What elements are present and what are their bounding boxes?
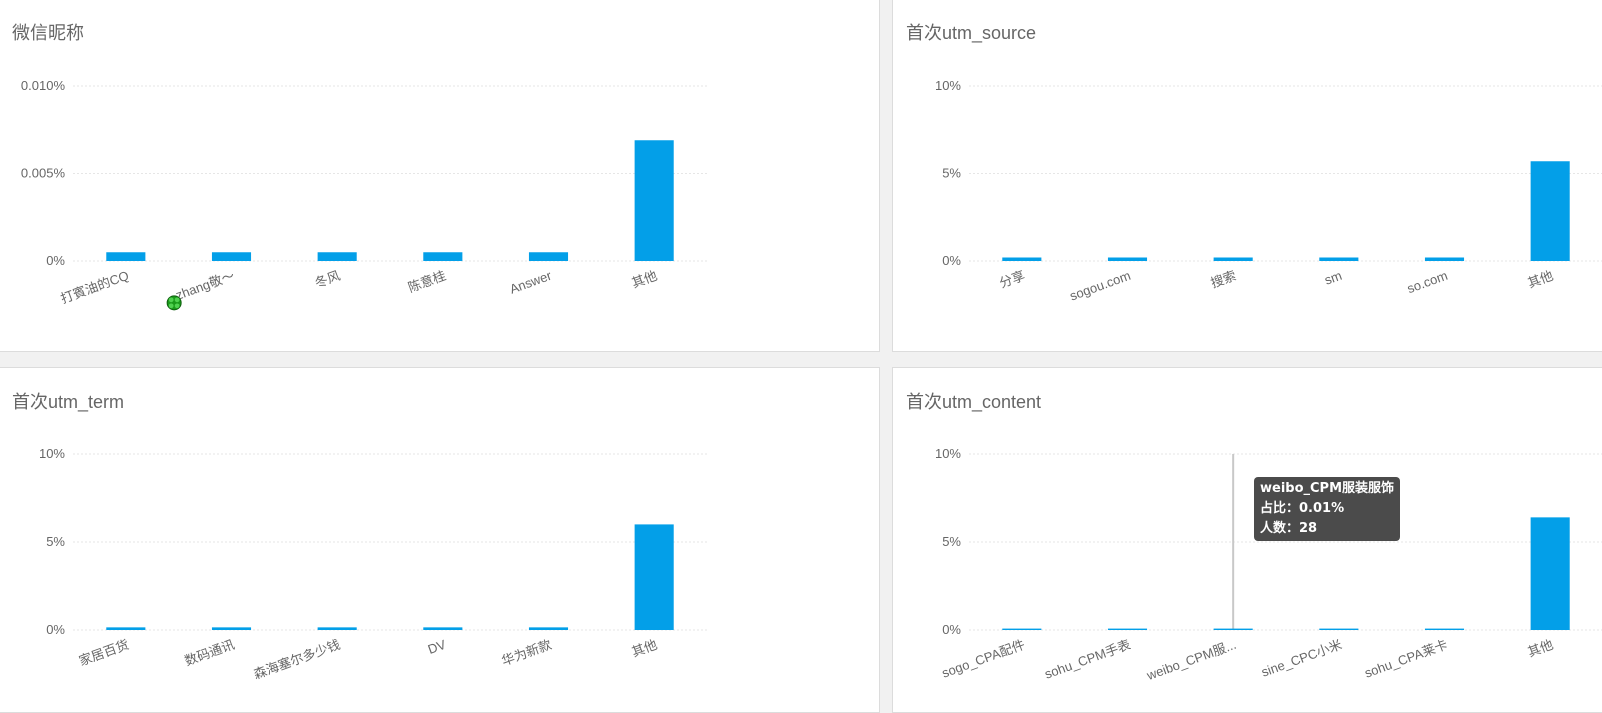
x-tick-label: 冬风 [313, 268, 343, 291]
x-tick-label: so.com [1405, 268, 1450, 296]
bar[interactable] [1530, 161, 1570, 261]
bar[interactable] [106, 252, 146, 261]
bar[interactable] [1213, 257, 1253, 262]
y-tick-label: 0% [942, 622, 961, 637]
bar[interactable] [423, 627, 463, 630]
x-tick-label: 其他 [630, 637, 660, 660]
bar[interactable] [1002, 257, 1042, 262]
bar[interactable] [211, 627, 252, 630]
chart-panel-utm-term: 首次utm_term 0% 5% 10% 家居百货 数码通讯 森海塞尔多少钱 DV 华为新款 其… [0, 367, 880, 713]
x-tick-label: weibo_CPM服... [1144, 637, 1238, 684]
bar-chart: 0% 0.005% 0.010% 打賓油的CQ zhang敬～ 冬风 陈意桂 Answer 其他 [21, 78, 707, 311]
x-tick-label: 华为新款 [500, 637, 554, 669]
x-tick-label: sogo_CPA配件 [940, 637, 1027, 681]
tooltip-share-label: 占比： [1260, 501, 1300, 516]
tooltip-count-value: 28 [1299, 521, 1318, 536]
bar-chart: 0% 5% 10% sogo_CPA配件 sohu_CPM手表 weibo_CPM服...… [935, 446, 1602, 684]
x-tick-label: 森海塞尔多少钱 [252, 637, 343, 682]
bar[interactable] [1424, 628, 1465, 630]
y-tick-label: 10% [935, 446, 961, 461]
y-tick-label: 5% [942, 534, 961, 549]
x-tick-label: 分享 [997, 268, 1027, 291]
y-tick-label: 0.005% [21, 166, 66, 181]
bar[interactable] [1424, 257, 1465, 262]
bar[interactable] [1319, 257, 1359, 262]
y-tick-label: 10% [935, 78, 961, 93]
x-tick-label: 搜索 [1209, 268, 1239, 291]
bar[interactable] [317, 627, 357, 630]
y-tick-label: 10% [39, 446, 65, 461]
bar[interactable] [423, 252, 463, 261]
bar[interactable] [528, 627, 569, 630]
x-tick-label: sm [1322, 268, 1343, 288]
x-tick-label: DV [426, 637, 448, 657]
x-tick-label: sine_CPC小米 [1259, 637, 1344, 680]
bar[interactable] [634, 140, 674, 261]
bar[interactable] [1319, 628, 1359, 630]
bar[interactable] [211, 252, 252, 261]
bar[interactable] [1107, 628, 1148, 630]
bar[interactable] [528, 252, 569, 261]
chart-panel-wechat-nickname: 微信昵称 0% 0.005% 0.010% 打賓油的CQ zhang敬～ 冬风 陈意桂 Ans… [0, 0, 880, 352]
bar[interactable] [106, 627, 146, 630]
x-tick-label: 其他 [1526, 637, 1556, 660]
x-tick-label: sohu_CPM手表 [1043, 637, 1133, 682]
bar-chart: 0% 5% 10% 分享 sogou.com 搜索 sm so.com 其他 [935, 78, 1602, 304]
y-tick-label: 5% [942, 166, 961, 181]
chart-title: 首次utm_content [906, 392, 1042, 412]
tooltip-share-value: 0.01% [1299, 501, 1345, 516]
chart-title: 首次utm_term [12, 392, 125, 412]
x-tick-label: 家居百货 [77, 637, 131, 669]
chart-title: 微信昵称 [12, 23, 84, 43]
chart-panel-utm-source: 首次utm_source 0% 5% 10% 分享 sogou.com 搜索 sm so.co… [892, 0, 1602, 352]
bar[interactable] [1002, 628, 1042, 630]
y-tick-label: 0% [942, 253, 961, 268]
x-tick-label: Answer [508, 267, 554, 296]
x-tick-label: 其他 [1526, 268, 1556, 291]
bar[interactable] [317, 252, 357, 261]
bar[interactable] [1107, 257, 1148, 262]
chart-tooltip: weibo_CPM服装服饰 占比：0.01% 人数：28 [1254, 477, 1401, 541]
tooltip-count-label: 人数： [1260, 521, 1300, 536]
bar[interactable] [1213, 628, 1253, 630]
x-tick-label: sogou.com [1068, 268, 1133, 304]
bar[interactable] [1530, 517, 1570, 630]
y-tick-label: 5% [46, 534, 65, 549]
y-tick-label: 0.010% [21, 78, 66, 93]
y-tick-label: 0% [46, 622, 65, 637]
x-tick-label: 其他 [630, 268, 660, 291]
bar[interactable] [634, 524, 674, 630]
tooltip-title: weibo_CPM服装服饰 [1260, 481, 1395, 496]
x-tick-label: 陈意桂 [406, 268, 448, 295]
x-tick-label: zhang敬～ [174, 268, 237, 303]
x-tick-label: sohu_CPA莱卡 [1362, 637, 1449, 681]
clover-emoji-icon [166, 295, 182, 311]
y-tick-label: 0% [46, 253, 65, 268]
bar-chart: 0% 5% 10% 家居百货 数码通讯 森海塞尔多少钱 DV 华为新款 其他 [39, 446, 707, 682]
x-tick-label: 打賓油的CQ [59, 268, 131, 307]
chart-title: 首次utm_source [906, 23, 1037, 43]
x-tick-label: 数码通讯 [183, 637, 237, 669]
chart-panel-utm-content: 首次utm_content 0% 5% 10% sogo_CPA配件 sohu_CPM手… [892, 367, 1602, 713]
